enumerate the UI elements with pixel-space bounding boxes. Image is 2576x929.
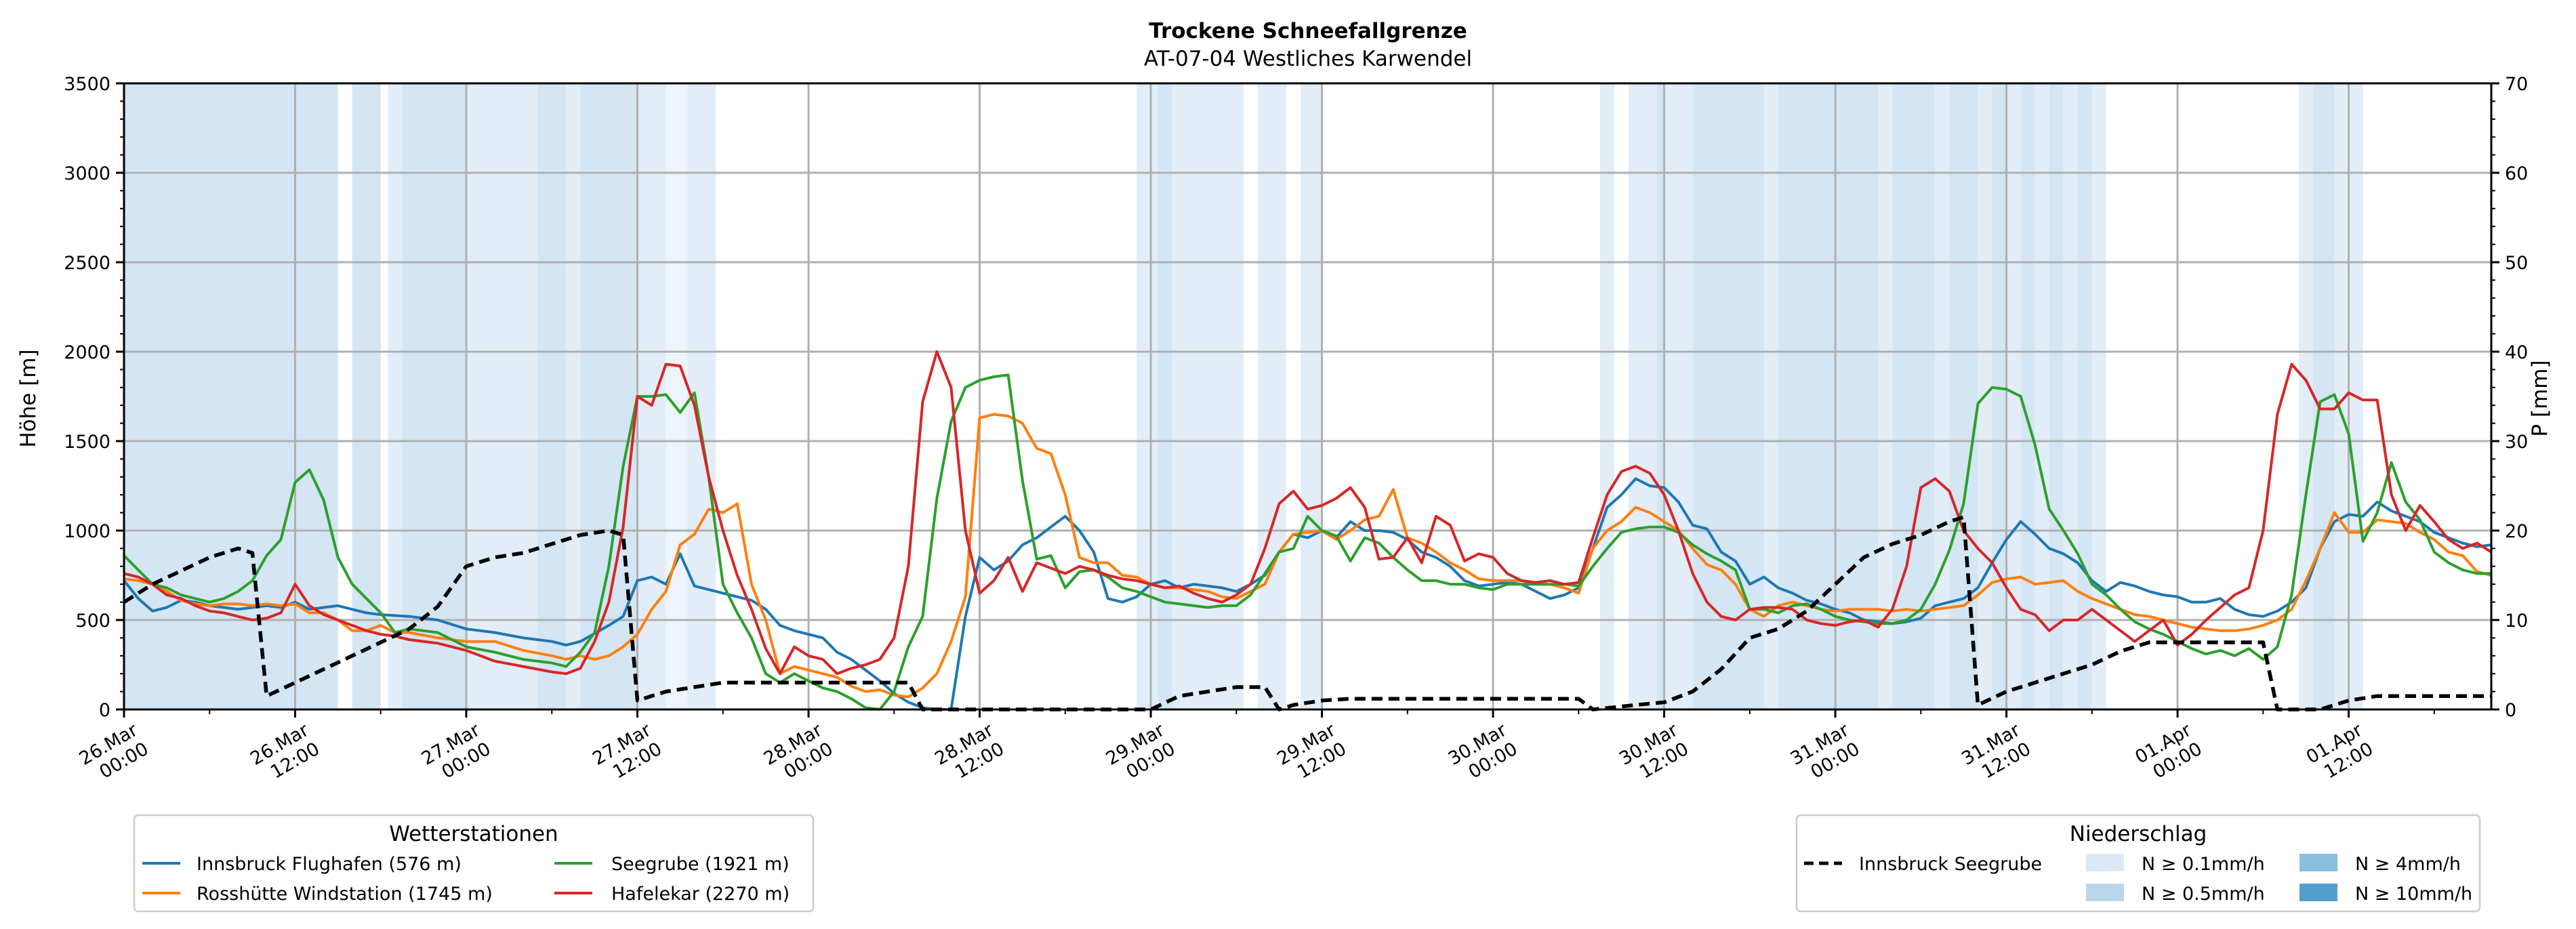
precip-band-3 bbox=[402, 83, 467, 709]
precipitation-bands bbox=[124, 83, 2363, 709]
precip-band-34 bbox=[2063, 83, 2078, 709]
ytick-left-label-2: 1000 bbox=[64, 521, 110, 542]
precip-band-14 bbox=[1257, 83, 1286, 709]
grid bbox=[124, 83, 2491, 709]
precip-band-1 bbox=[352, 83, 381, 709]
ytick-left-label-6: 3000 bbox=[64, 163, 110, 184]
precip-band-26 bbox=[1935, 83, 1950, 709]
ytick-left-label-4: 2000 bbox=[64, 342, 110, 363]
ytick-left-label-0: 0 bbox=[99, 700, 110, 721]
series-line-2 bbox=[123, 373, 2491, 711]
precip-band-13 bbox=[1172, 83, 1244, 709]
ytick-left-label-5: 2500 bbox=[64, 253, 110, 274]
precip-band-25 bbox=[1892, 83, 1936, 709]
legend-swatch-n05 bbox=[2086, 884, 2124, 901]
legend-swatch-n10 bbox=[2299, 884, 2337, 901]
legend-label-n4: N ≥ 4mm/h bbox=[2355, 854, 2461, 875]
precip-band-16 bbox=[1599, 83, 1614, 709]
plot-frame bbox=[123, 82, 2493, 711]
precip-band-5 bbox=[537, 83, 567, 709]
legend-label-seegrube: Seegrube (1921 m) bbox=[611, 854, 790, 875]
legend-label-innsbruck-seegrube: Innsbruck Seegrube bbox=[1859, 854, 2042, 875]
precip-band-31 bbox=[2020, 83, 2035, 709]
ytick-left-label-1: 500 bbox=[75, 611, 110, 632]
precip-band-20 bbox=[1664, 83, 1693, 709]
legend-swatch-n4 bbox=[2299, 854, 2337, 871]
precip-band-18 bbox=[1642, 83, 1658, 709]
legend-stations-box bbox=[133, 814, 815, 913]
y-axis-label-right: P [mm] bbox=[2528, 360, 2552, 436]
legend-stations-title: Wetterstationen bbox=[389, 822, 558, 846]
ytick-left-label-7: 3500 bbox=[64, 74, 110, 95]
legend-label-rosshuette: Rosshütte Windstation (1745 m) bbox=[197, 884, 493, 905]
legend-stations: Wetterstationen Innsbruck Flughafen (576… bbox=[133, 814, 815, 913]
legend-label-n10: N ≥ 10mm/h bbox=[2355, 884, 2472, 905]
precip-band-36 bbox=[2091, 83, 2106, 709]
precip-band-35 bbox=[2077, 83, 2092, 709]
precip-band-30 bbox=[2006, 83, 2021, 709]
precip-band-32 bbox=[2035, 83, 2049, 709]
precip-band-2 bbox=[388, 83, 403, 709]
precip-band-17 bbox=[1628, 83, 1643, 709]
precip-band-11 bbox=[1136, 83, 1158, 709]
legend-label-n05: N ≥ 0.5mm/h bbox=[2142, 884, 2265, 905]
chart-title: Trockene Schneefallgrenze bbox=[1149, 19, 1467, 43]
legend-label-n01: N ≥ 0.1mm/h bbox=[2142, 854, 2265, 875]
precip-band-4 bbox=[466, 83, 538, 709]
legend-label-hafelekar: Hafelekar (2270 m) bbox=[611, 884, 790, 905]
series-line-3 bbox=[123, 350, 2493, 676]
ytick-right-label-4: 40 bbox=[2505, 342, 2528, 363]
legend-swatch-n01 bbox=[2086, 854, 2124, 871]
ytick-right-label-5: 50 bbox=[2505, 253, 2528, 274]
precip-band-23 bbox=[1778, 83, 1879, 709]
precip-band-24 bbox=[1878, 83, 1893, 709]
precip-band-22 bbox=[1763, 83, 1778, 709]
precip-band-9 bbox=[666, 83, 688, 709]
legend-precipitation: Niederschlag Innsbruck Seegrube N ≥ 0.1m… bbox=[1795, 814, 2481, 913]
precip-band-19 bbox=[1657, 83, 1664, 709]
legend-label-flughafen: Innsbruck Flughafen (576 m) bbox=[197, 854, 462, 875]
ytick-right-label-6: 60 bbox=[2505, 163, 2528, 184]
precip-band-29 bbox=[1992, 83, 2007, 709]
precip-band-37 bbox=[2298, 83, 2313, 709]
legend-precip-title: Niederschlag bbox=[2070, 822, 2207, 846]
precip-band-15 bbox=[1300, 83, 1322, 709]
ytick-right-label-7: 70 bbox=[2505, 74, 2528, 95]
precip-band-27 bbox=[1949, 83, 1978, 709]
precip-band-12 bbox=[1158, 83, 1172, 709]
ytick-right-label-2: 20 bbox=[2505, 521, 2528, 542]
ytick-right-label-1: 10 bbox=[2505, 611, 2528, 632]
ytick-left-label-3: 1500 bbox=[64, 432, 110, 453]
ytick-right-label-3: 30 bbox=[2505, 432, 2528, 453]
chart-subtitle: AT-07-04 Westliches Karwendel bbox=[1144, 47, 1472, 71]
precip-band-21 bbox=[1692, 83, 1764, 709]
precip-band-33 bbox=[2049, 83, 2064, 709]
axis-ticks: 0 500 1000 1500 2000 2500 3000 3500 0 10 20 30 40 50 6… bbox=[64, 74, 2528, 783]
ytick-right-label-0: 0 bbox=[2505, 700, 2516, 721]
precip-band-6 bbox=[566, 83, 581, 709]
y-axis-label-left: Höhe [m] bbox=[16, 349, 41, 447]
